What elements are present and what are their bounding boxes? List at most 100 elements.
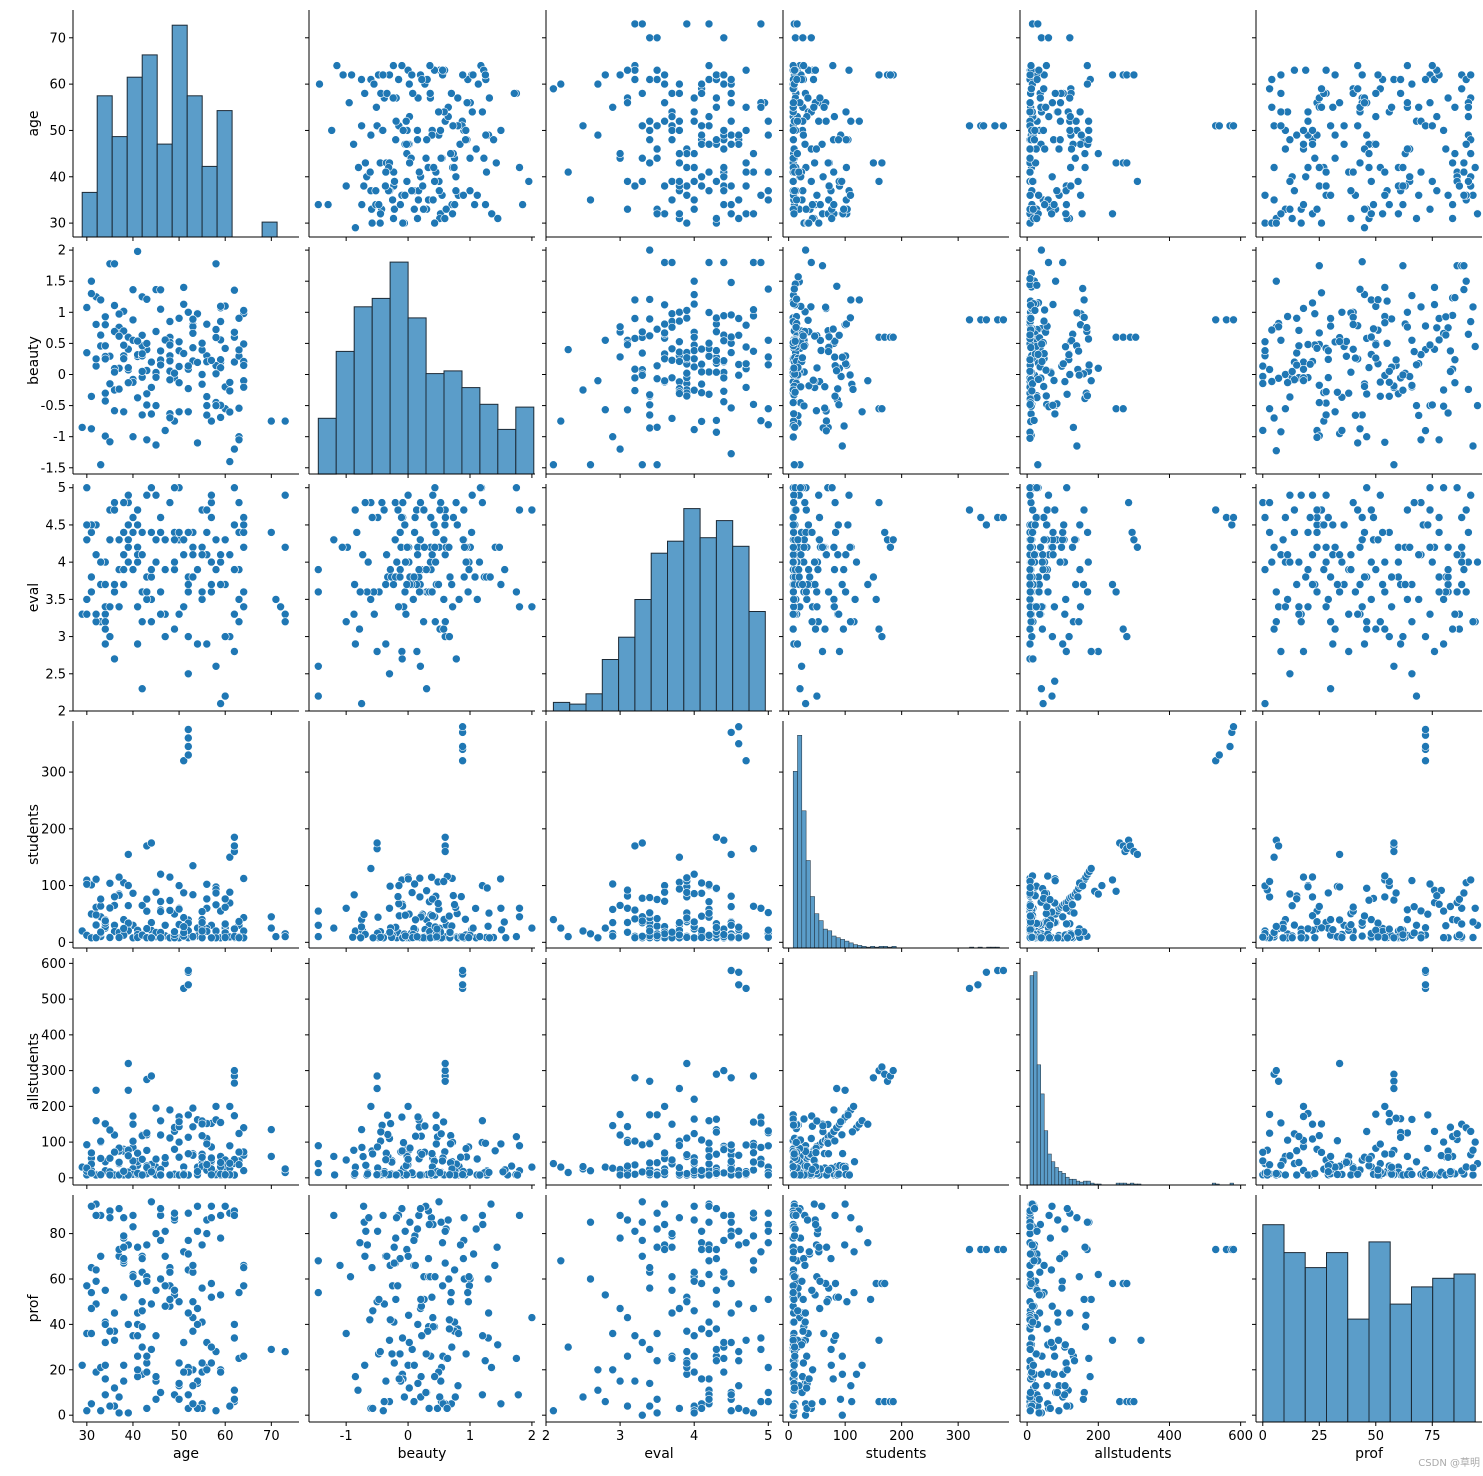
hist-bar-age xyxy=(186,95,203,238)
scatter-point xyxy=(446,1139,455,1149)
scatter-point xyxy=(341,181,351,191)
scatter-point xyxy=(630,1160,640,1170)
scatter-point xyxy=(119,498,128,507)
scatter-point xyxy=(1421,923,1430,933)
scatter-point xyxy=(87,392,96,401)
scatter-point xyxy=(1376,1139,1385,1149)
scatter-point xyxy=(367,218,377,228)
scatter-point xyxy=(124,378,133,388)
scatter-point xyxy=(999,513,1008,522)
scatter-point xyxy=(848,385,858,394)
scatter-point xyxy=(105,1170,115,1180)
scatter-point xyxy=(682,191,692,200)
scatter-point xyxy=(697,359,706,369)
scatter-point xyxy=(726,116,736,126)
scatter-point xyxy=(91,609,101,619)
scatter-point xyxy=(174,313,184,323)
scatter-point xyxy=(128,1111,138,1121)
scatter-point xyxy=(749,1165,758,1175)
scatter-point xyxy=(1425,505,1435,515)
scatter-point xyxy=(615,352,625,362)
scatter-point xyxy=(1337,557,1347,567)
scatter-point xyxy=(467,107,477,117)
scatter-point xyxy=(1337,307,1347,317)
scatter-point xyxy=(832,281,842,291)
scatter-point xyxy=(1353,84,1362,94)
scatter-point xyxy=(697,181,706,191)
scatter-point xyxy=(430,483,440,493)
scatter-point xyxy=(806,258,816,267)
scatter-point xyxy=(1348,312,1358,322)
scatter-point xyxy=(128,1136,138,1146)
scatter-point xyxy=(799,61,808,70)
scatter-point xyxy=(1025,883,1035,892)
scatter-point xyxy=(449,163,459,172)
scatter-point xyxy=(1049,200,1059,209)
scatter-point xyxy=(313,200,323,209)
scatter-point xyxy=(160,1227,170,1236)
scatter-point xyxy=(1066,163,1075,172)
scatter-point xyxy=(600,335,610,345)
scatter-point xyxy=(652,914,662,923)
scatter-point xyxy=(697,379,706,389)
scatter-point xyxy=(790,186,799,195)
scatter-point xyxy=(1459,261,1469,271)
scatter-point xyxy=(667,373,677,383)
scatter-point xyxy=(1425,483,1435,493)
scatter-point xyxy=(812,1116,822,1126)
scatter-point xyxy=(600,405,610,415)
scatter-point xyxy=(712,427,721,437)
scatter-point xyxy=(789,1149,799,1159)
scatter-point xyxy=(623,927,632,937)
scatter-point xyxy=(313,932,323,941)
scatter-point xyxy=(852,557,861,567)
scatter-point xyxy=(147,383,156,392)
scatter-point xyxy=(734,722,744,732)
scatter-point xyxy=(1025,330,1035,340)
scatter-point xyxy=(184,750,193,760)
scatter-point xyxy=(188,1122,198,1132)
scatter-point xyxy=(719,930,729,939)
scatter-point xyxy=(1283,312,1292,321)
scatter-point xyxy=(652,921,662,931)
scatter-point xyxy=(1071,580,1080,589)
scatter-point xyxy=(515,505,524,515)
scatter-point xyxy=(174,1117,184,1127)
scatter-point xyxy=(458,980,467,990)
scatter-point xyxy=(389,580,398,589)
scatter-point xyxy=(518,200,527,209)
scatter-point xyxy=(230,285,239,295)
scatter-point xyxy=(394,899,404,909)
scatter-point xyxy=(1294,1158,1304,1167)
scatter-point xyxy=(349,609,359,619)
hist-bar-allstudents xyxy=(1029,975,1034,1186)
scatter-point xyxy=(401,557,410,567)
scatter-point xyxy=(133,247,142,256)
scatter-point xyxy=(741,65,751,75)
scatter-point xyxy=(458,722,467,732)
scatter-point xyxy=(1450,103,1460,112)
scatter-point xyxy=(1342,351,1351,361)
scatter-point xyxy=(313,1141,323,1150)
scatter-point xyxy=(344,98,354,107)
scatter-point xyxy=(401,609,411,619)
scatter-point xyxy=(549,84,558,94)
scatter-point xyxy=(818,647,827,656)
scatter-point xyxy=(1428,400,1437,410)
scatter-point xyxy=(797,661,806,671)
scatter-point xyxy=(839,204,849,214)
scatter-point xyxy=(660,181,669,191)
scatter-point xyxy=(1416,167,1426,177)
scatter-point xyxy=(1025,639,1035,649)
scatter-point xyxy=(188,328,198,338)
scatter-point xyxy=(675,357,684,366)
scatter-point xyxy=(689,299,699,309)
scatter-point xyxy=(837,441,847,451)
scatter-point xyxy=(675,1163,684,1172)
scatter-point xyxy=(652,931,662,941)
scatter-point xyxy=(1434,587,1444,597)
scatter-point xyxy=(395,572,405,582)
scatter-point xyxy=(413,214,422,223)
scatter-point xyxy=(151,1103,161,1113)
scatter-point xyxy=(366,595,376,604)
